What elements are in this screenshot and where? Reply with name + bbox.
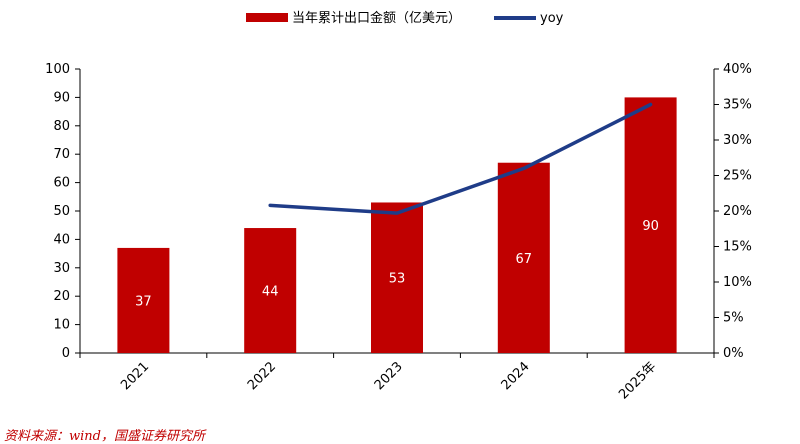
legend: 当年累计出口金额（亿美元） yoy	[246, 10, 564, 26]
right-tick-label: 35%	[723, 98, 752, 113]
bar-labels: 37 44 53 67 90	[135, 219, 659, 309]
left-tick-label: 40	[53, 232, 70, 247]
bars	[117, 97, 677, 354]
bar-data-label: 53	[389, 272, 406, 287]
yoy-line	[268, 102, 653, 215]
x-tick-label: 2021	[118, 359, 152, 393]
legend-bar-swatch	[246, 13, 288, 22]
bar	[497, 162, 550, 353]
right-tick-label: 10%	[723, 275, 752, 290]
source-note: 资料来源：wind，国盛证券研究所	[4, 429, 205, 444]
bar	[244, 228, 297, 353]
right-tick-label: 40%	[723, 62, 752, 77]
x-tick-label: 2022	[245, 359, 279, 393]
left-tick-label: 0	[62, 346, 70, 361]
legend-bar-label: 当年累计出口金额（亿美元）	[292, 10, 461, 26]
left-tick-label: 100	[45, 62, 70, 77]
left-tick-label: 90	[53, 90, 70, 105]
bar-data-label: 44	[262, 285, 279, 300]
left-tick-label: 80	[53, 119, 70, 134]
right-tick-label: 20%	[723, 204, 752, 219]
bar-data-label: 37	[135, 294, 152, 309]
legend-line-label: yoy	[540, 11, 564, 26]
x-tick-label: 2024	[499, 359, 533, 393]
left-tick-label: 30	[53, 261, 70, 276]
left-tick-label: 60	[53, 176, 70, 191]
left-tick-label: 70	[53, 147, 70, 162]
right-tick-label: 25%	[723, 169, 752, 184]
x-tick-label: 2025年	[616, 359, 659, 402]
right-tick-label: 30%	[723, 133, 752, 148]
bar	[371, 202, 423, 353]
bar	[117, 247, 170, 353]
left-tick-label: 50	[53, 204, 70, 219]
right-tick-label: 5%	[723, 311, 744, 326]
left-tick-label: 20	[53, 289, 70, 304]
yoy-line-layer	[268, 102, 653, 215]
left-tick-label: 10	[53, 318, 70, 333]
right-tick-label: 0%	[723, 346, 744, 361]
bar-data-label: 67	[516, 252, 533, 267]
right-tick-label: 15%	[723, 240, 752, 255]
bar-data-label: 90	[642, 219, 659, 234]
x-tick-label: 2023	[372, 359, 406, 393]
bar	[624, 97, 677, 354]
